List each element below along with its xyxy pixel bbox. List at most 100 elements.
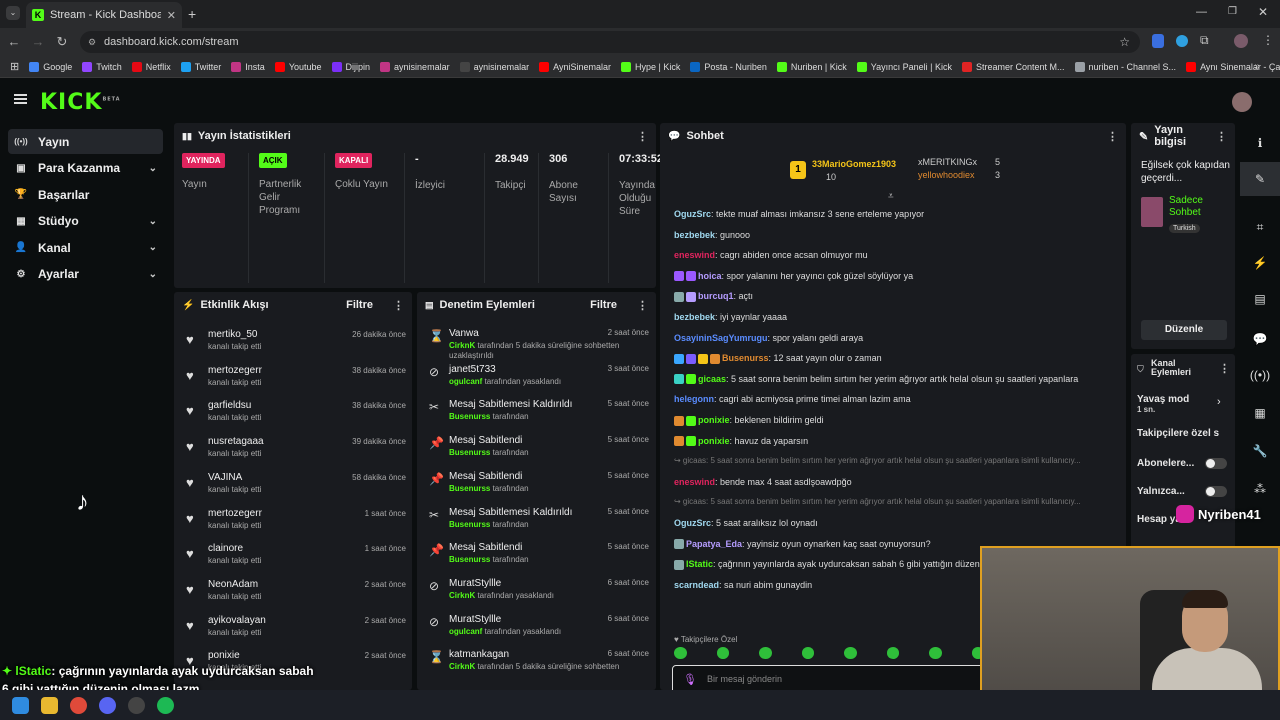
list-item[interactable]: 📌 Mesaj Sabitlendi Busenurss tarafından 5 s… [425, 469, 653, 503]
rail-pencil-icon[interactable]: ✎ [1240, 162, 1280, 196]
chat-message[interactable]: gicaas: 5 saat sonra benim belim sırtım … [674, 374, 1124, 385]
sidebar-item-stüdyo[interactable]: ▦ Stüdyo ⌄ [8, 209, 163, 234]
chat-reply-preview[interactable]: ↪ gicaas: 5 saat sonra benim belim sırtı… [674, 456, 1081, 466]
chevron-down-icon[interactable]: ⌄ [148, 268, 157, 280]
close-tab-icon[interactable]: ✕ [166, 9, 176, 22]
list-item[interactable]: ♥ ponixie kanalı takip etti 2 saat önce [182, 647, 410, 681]
emote-icon[interactable] [801, 647, 814, 659]
event-filter-button[interactable]: Filtre [346, 299, 373, 311]
forward-icon[interactable]: → [31, 34, 45, 49]
discord-icon[interactable] [99, 696, 116, 714]
chat-message[interactable]: burcuq1: açtı [674, 291, 1124, 303]
chat-message[interactable]: eneswind: bende max 4 saat asdlşoawdpğo [674, 477, 1124, 487]
bookmark-item[interactable]: Yayıncı Paneli | Kick [856, 61, 952, 72]
list-item[interactable]: ♥ mertozegerr kanalı takip etti 38 dakika ö… [182, 362, 410, 396]
edit-button[interactable]: Düzenle [1141, 320, 1227, 340]
chat-message[interactable]: OguzSrc: 5 saat aralıksız lol oynadı [674, 518, 1124, 528]
chat-message[interactable]: hoica: spor yalanını her yayıncı çok güz… [674, 271, 1124, 282]
moderation-filter-button[interactable]: Filtre [590, 299, 617, 311]
emote-icon[interactable] [844, 647, 857, 659]
bookmark-item[interactable]: Insta [231, 61, 265, 72]
tab-list-button[interactable]: ⌄ [6, 6, 20, 20]
emote-icon[interactable] [716, 647, 729, 659]
close-window-button[interactable]: ✕ [1258, 5, 1269, 19]
rail-shapes-icon[interactable]: ⁂ [1254, 482, 1266, 496]
only-toggle[interactable] [1205, 486, 1227, 497]
windows-start-icon[interactable] [12, 696, 29, 714]
list-item[interactable]: ✂ Mesaj Sabitlemesi Kaldırıldı Busenurss t… [425, 397, 653, 431]
chat-username[interactable]: OguzSrc [674, 518, 712, 528]
chevron-down-icon[interactable]: ⌄ [148, 162, 157, 174]
bookmark-item[interactable]: Google [29, 61, 72, 72]
list-item[interactable]: ♥ NeonAdam kanalı takip etti 2 saat önce [182, 576, 410, 610]
browser-tab[interactable]: K Stream - Kick Dashboard ✕ [26, 2, 182, 28]
chat-reply-preview[interactable]: ↪ gicaas: 5 saat sonra benim belim sırtı… [674, 497, 1081, 507]
slow-mode-chevron-icon[interactable]: › [1217, 396, 1221, 408]
list-item[interactable]: ♥ garfieldsu kanalı takip etti 38 dakika ön… [182, 397, 410, 431]
list-item[interactable]: ♥ ayikovalayan kanalı takip etti 2 saat önc… [182, 612, 410, 646]
reload-icon[interactable]: ↻ [56, 34, 68, 49]
emote-icon[interactable] [929, 647, 942, 659]
microphone-icon[interactable]: 🎙 [683, 674, 697, 686]
list-item[interactable]: ⊘ MuratStyllle ogulcanf tarafından yasakla… [425, 612, 653, 646]
rail-info-icon[interactable]: ℹ [1257, 136, 1263, 150]
chat-username[interactable]: eneswind [674, 250, 716, 261]
apps-grid-icon[interactable]: ⊞ [10, 61, 20, 73]
moderator-name[interactable]: Busenurss [449, 483, 491, 493]
moderator-name[interactable]: CirknK [449, 341, 476, 350]
list-item[interactable]: ✂ Mesaj Sabitlemesi Kaldırıldı Busenurss t… [425, 505, 653, 539]
moderation-more-icon[interactable]: ⋮ [637, 299, 648, 312]
list-item[interactable]: ♥ VAJINA kanalı takip etti 58 dakika önce [182, 469, 410, 503]
chat-username[interactable]: bezbebek [674, 312, 716, 322]
stats-more-icon[interactable]: ⋮ [637, 130, 648, 143]
moderator-name[interactable]: CirknK [449, 590, 476, 600]
bookmark-item[interactable]: Posta - Nuriben [690, 61, 767, 72]
sidebar-item-başarılar[interactable]: 🏆 Başarılar [8, 182, 163, 207]
hamburger-menu-icon[interactable] [14, 94, 27, 104]
profile-icon[interactable] [1234, 34, 1248, 48]
bookmark-item[interactable]: Dijipin [331, 61, 370, 72]
list-item[interactable]: ♥ mertozegerr kanalı takip etti 1 saat önce [182, 505, 410, 539]
bookmark-item[interactable]: Hype | Kick [620, 61, 680, 72]
chat-message[interactable]: bezbebek: iyi yaynlar yaaaa [674, 312, 1124, 322]
chat-message[interactable]: OsayininSagYumrugu: spor yalanı geldi ar… [674, 333, 1124, 343]
bookmark-item[interactable]: Nuriben | Kick [776, 61, 847, 72]
back-icon[interactable]: ← [7, 34, 21, 49]
list-item[interactable]: ⌛ katmankagan CirknK tarafından 5 dakika s… [425, 647, 653, 681]
moderator-name[interactable]: Busenurss [449, 412, 491, 422]
chat-username[interactable]: scarndead [674, 579, 720, 590]
moderator-name[interactable]: ogulcanf [449, 626, 483, 636]
chat-message[interactable]: ponixie: havuz da yaparsın [674, 436, 1124, 447]
chat-username[interactable]: ponixie [698, 415, 730, 425]
maximize-button[interactable]: ❐ [1228, 6, 1237, 17]
chat-username[interactable]: helegonn [674, 394, 714, 405]
list-item[interactable]: ⊘ MuratStyllle CirknK tarafından yasakland… [425, 576, 653, 610]
chat-message[interactable]: eneswind: cagrı abiden once acsan olmuyo… [674, 250, 1124, 260]
chat-username[interactable]: ponixie [698, 435, 730, 446]
rail-wrench-icon[interactable]: 🔧 [1252, 444, 1268, 458]
user-avatar[interactable] [1232, 92, 1252, 112]
rail-lightning-icon[interactable]: ⚡ [1252, 256, 1268, 270]
chat-message[interactable]: Busenurss: 12 saat yayın olur o zaman [674, 353, 1124, 364]
sidebar-item-yayın[interactable]: ((•)) Yayın [8, 129, 163, 154]
chat-username[interactable]: Busenurss [722, 353, 769, 364]
rail-document-icon[interactable]: ▤ [1254, 292, 1266, 306]
bookmark-item[interactable]: aynisinemalar [459, 61, 529, 72]
file-explorer-icon[interactable] [41, 696, 58, 714]
chrome-icon[interactable] [70, 696, 87, 714]
channel-actions-more-icon[interactable]: ⋮ [1219, 363, 1230, 375]
rail-layers-icon[interactable]: ▦ [1254, 406, 1266, 420]
chevron-down-icon[interactable]: ⌄ [148, 242, 157, 253]
chat-message[interactable]: scarndead: sa nuri abim gunaydin [674, 580, 1124, 590]
list-item[interactable]: ♥ clainore kanalı takip etti 1 saat önce [182, 540, 410, 574]
site-info-icon[interactable]: ⚙ [88, 36, 97, 47]
bookmark-item[interactable]: nuriben - Channel S... [1074, 61, 1176, 72]
emote-icon[interactable] [674, 647, 687, 659]
list-item[interactable]: 📌 Mesaj Sabitlendi Busenurss tarafından 5 s… [425, 540, 653, 574]
chat-username[interactable]: hoica [698, 270, 722, 281]
chat-more-icon[interactable]: ⋮ [1107, 130, 1118, 143]
chat-message[interactable]: lStatic: çağrının yayınlarda ayak uydurc… [674, 559, 1124, 570]
followers-only-label[interactable]: Takipçilere özel s [1137, 428, 1220, 439]
list-item[interactable]: ⊘ janet5t733 ogulcanf tarafından yasakland… [425, 362, 653, 396]
rail-chat-icon[interactable]: 💬 [1252, 332, 1268, 346]
